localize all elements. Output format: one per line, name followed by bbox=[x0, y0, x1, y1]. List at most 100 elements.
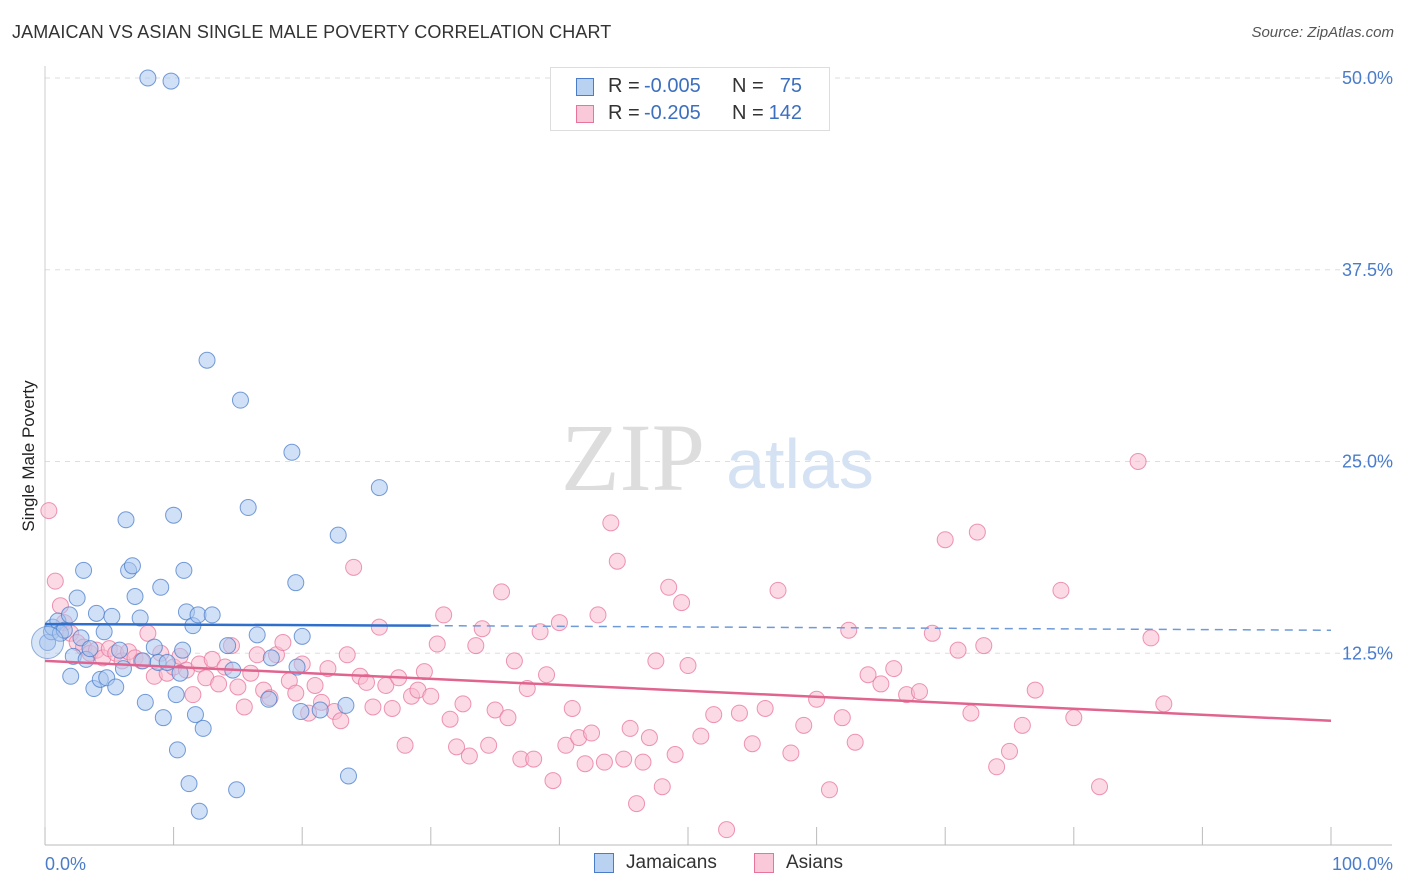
legend-row-asians: R = -0.205 N = 142 bbox=[551, 102, 829, 128]
data-point bbox=[1142, 629, 1160, 647]
data-point bbox=[820, 781, 838, 799]
source-label: Source: ZipAtlas.com bbox=[1251, 24, 1394, 41]
data-point bbox=[167, 686, 185, 704]
data-point bbox=[87, 604, 105, 622]
data-point bbox=[563, 699, 581, 717]
data-point bbox=[615, 750, 633, 768]
data-point bbox=[329, 526, 347, 544]
data-point bbox=[692, 727, 710, 745]
legend-swatch-jamaicans bbox=[594, 853, 614, 873]
data-point bbox=[422, 687, 440, 705]
data-point bbox=[936, 531, 954, 549]
data-point bbox=[283, 443, 301, 461]
data-point bbox=[782, 744, 800, 762]
data-point bbox=[229, 678, 247, 696]
data-point bbox=[473, 620, 491, 638]
data-point bbox=[1013, 716, 1031, 734]
data-point bbox=[1129, 453, 1147, 470]
data-point bbox=[480, 736, 498, 754]
data-point bbox=[923, 624, 941, 642]
data-point bbox=[769, 581, 787, 599]
data-point bbox=[602, 514, 620, 532]
data-point bbox=[228, 781, 246, 799]
data-point bbox=[339, 767, 357, 785]
data-point bbox=[428, 635, 446, 653]
data-point bbox=[441, 710, 459, 728]
data-point bbox=[859, 666, 877, 684]
data-point bbox=[544, 772, 562, 790]
data-point bbox=[1052, 581, 1070, 599]
data-point bbox=[1026, 681, 1044, 699]
series-jamaicans bbox=[31, 69, 388, 820]
legend-swatch-jamaicans bbox=[576, 78, 594, 96]
data-point bbox=[345, 558, 363, 576]
data-point bbox=[499, 709, 517, 727]
data-point bbox=[460, 747, 478, 765]
data-point bbox=[175, 561, 193, 579]
trend-lines bbox=[44, 622, 1332, 722]
data-point bbox=[274, 634, 292, 652]
data-point bbox=[319, 660, 337, 678]
data-point bbox=[383, 699, 401, 717]
data-point-large bbox=[31, 626, 65, 660]
axes bbox=[44, 66, 1392, 846]
data-point bbox=[287, 574, 305, 592]
data-point bbox=[885, 660, 903, 678]
data-point bbox=[332, 712, 350, 730]
data-point bbox=[203, 606, 221, 624]
data-point bbox=[242, 664, 260, 682]
data-point bbox=[673, 594, 691, 612]
data-point bbox=[287, 684, 305, 702]
data-point bbox=[589, 606, 607, 624]
stats-legend: R = -0.005 N = 75 R = -0.205 N = 142 bbox=[550, 67, 830, 131]
data-point bbox=[595, 753, 613, 771]
data-point bbox=[1155, 695, 1173, 713]
data-point bbox=[136, 693, 154, 711]
data-point bbox=[262, 649, 280, 667]
x-tick-label: 100.0% bbox=[1332, 854, 1393, 874]
data-point bbox=[186, 706, 204, 724]
legend-label-jamaicans: Jamaicans bbox=[626, 852, 717, 873]
legend-n-label: N = bbox=[732, 102, 764, 124]
data-point bbox=[168, 741, 186, 759]
data-point bbox=[666, 745, 684, 763]
watermark: ZIP atlas bbox=[561, 404, 874, 511]
data-point bbox=[131, 609, 149, 627]
data-point bbox=[949, 641, 967, 659]
data-point bbox=[454, 695, 472, 713]
data-point bbox=[1091, 778, 1109, 796]
data-point bbox=[198, 351, 216, 369]
data-point bbox=[840, 621, 858, 639]
data-point bbox=[311, 701, 329, 719]
data-point bbox=[248, 646, 266, 664]
gridlines bbox=[45, 77, 1392, 654]
data-point bbox=[370, 479, 388, 497]
data-point bbox=[154, 709, 172, 727]
data-point bbox=[60, 606, 78, 624]
y-tick-label: 50.0% bbox=[1342, 68, 1393, 88]
legend-n-value: 75 bbox=[779, 75, 802, 97]
series-legend: Jamaicans Asians bbox=[0, 852, 1406, 878]
data-point bbox=[364, 698, 382, 716]
series-asians bbox=[40, 453, 1173, 839]
data-point bbox=[103, 607, 121, 625]
watermark-zip: ZIP bbox=[561, 404, 705, 511]
data-point bbox=[292, 703, 310, 721]
data-point bbox=[174, 641, 192, 659]
data-point bbox=[81, 640, 99, 658]
y-tick-label: 12.5% bbox=[1342, 643, 1393, 663]
data-point bbox=[190, 802, 208, 820]
data-point bbox=[1001, 742, 1018, 760]
data-point bbox=[660, 578, 678, 596]
trend-jamaicans bbox=[44, 622, 431, 627]
data-point bbox=[743, 735, 761, 753]
legend-row-jamaicans: R = -0.005 N = 75 bbox=[551, 75, 829, 101]
data-point bbox=[171, 664, 189, 682]
data-point bbox=[718, 821, 736, 839]
data-point bbox=[145, 638, 163, 656]
data-point bbox=[1065, 709, 1083, 727]
data-point bbox=[467, 637, 485, 655]
data-point bbox=[126, 587, 144, 605]
data-point bbox=[337, 696, 355, 714]
data-point bbox=[189, 606, 207, 624]
